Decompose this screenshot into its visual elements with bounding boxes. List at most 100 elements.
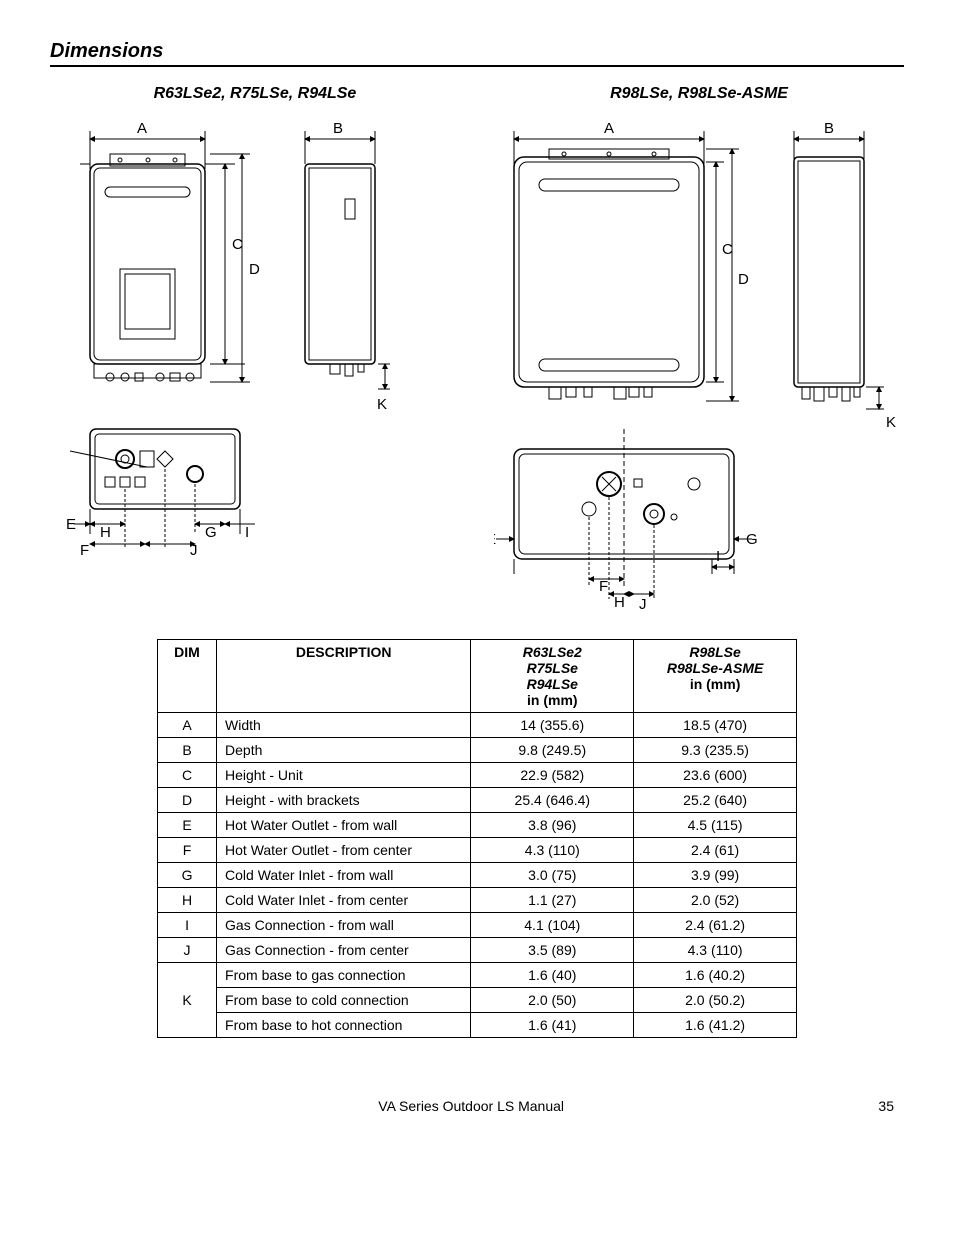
cell-desc: Width	[217, 713, 471, 738]
diagram-left: R63LSe2, R75LSe, R94LSe A	[50, 85, 460, 609]
cell-desc: Height - with brackets	[217, 788, 471, 813]
cell-v2: 23.6 (600)	[634, 763, 797, 788]
cell-v2: 2.0 (52)	[634, 888, 797, 913]
dim-label-A-r: A	[604, 120, 614, 137]
cell-v1: 22.9 (582)	[471, 763, 634, 788]
model-header-left: R63LSe2, R75LSe, R94LSe	[50, 85, 460, 103]
cell-v2: 25.2 (640)	[634, 788, 797, 813]
cell-v1: 4.1 (104)	[471, 913, 634, 938]
cell-v1: 1.6 (40)	[471, 963, 634, 988]
dim-label-F: F	[80, 542, 89, 559]
cell-v1: 1.6 (41)	[471, 1013, 634, 1038]
cell-dim: K	[158, 963, 217, 1038]
footer-page: 35	[878, 1098, 894, 1114]
table-row: IGas Connection - from wall4.1 (104)2.4 …	[158, 913, 797, 938]
cell-v2: 9.3 (235.5)	[634, 738, 797, 763]
cell-desc: Depth	[217, 738, 471, 763]
section-title: Dimensions	[50, 40, 904, 67]
table-row: EHot Water Outlet - from wall3.8 (96)4.5…	[158, 813, 797, 838]
cell-dim: D	[158, 788, 217, 813]
cell-v1: 4.3 (110)	[471, 838, 634, 863]
dim-label-E: E	[66, 516, 76, 533]
table-row: JGas Connection - from center3.5 (89)4.3…	[158, 938, 797, 963]
diagram-row: R63LSe2, R75LSe, R94LSe A	[50, 85, 904, 609]
cell-dim: C	[158, 763, 217, 788]
dim-label-H-r: H	[614, 594, 625, 609]
dim-label-C: C	[232, 236, 243, 253]
table-row: AWidth14 (355.6)18.5 (470)	[158, 713, 797, 738]
cell-desc: Gas Connection - from center	[217, 938, 471, 963]
model-header-right: R98LSe, R98LSe-ASME	[494, 85, 904, 103]
table-row: DHeight - with brackets25.4 (646.4)25.2 …	[158, 788, 797, 813]
table-row: HCold Water Inlet - from center1.1 (27)2…	[158, 888, 797, 913]
dim-label-J: J	[190, 542, 198, 559]
table-row: BDepth9.8 (249.5)9.3 (235.5)	[158, 738, 797, 763]
cell-v2: 2.0 (50.2)	[634, 988, 797, 1013]
diagram-right: R98LSe, R98LSe-ASME A	[494, 85, 904, 609]
cell-dim: A	[158, 713, 217, 738]
th-desc: DESCRIPTION	[217, 640, 471, 713]
cell-v1: 25.4 (646.4)	[471, 788, 634, 813]
cell-desc: Height - Unit	[217, 763, 471, 788]
dim-label-K-left: K	[377, 396, 387, 413]
diagram-left-svg: A	[50, 109, 450, 579]
cell-v2: 1.6 (40.2)	[634, 963, 797, 988]
dim-label-I-r: I	[716, 548, 720, 565]
cell-v2: 2.4 (61.2)	[634, 913, 797, 938]
th-col1: R63LSe2 R75LSe R94LSe in (mm)	[471, 640, 634, 713]
cell-v1: 3.8 (96)	[471, 813, 634, 838]
dim-label-G: G	[205, 524, 217, 541]
dim-label-D: D	[249, 261, 260, 278]
cell-dim: F	[158, 838, 217, 863]
dim-label-D-r: D	[738, 271, 749, 288]
table-row: GCold Water Inlet - from wall3.0 (75)3.9…	[158, 863, 797, 888]
dim-label-A: A	[137, 120, 147, 137]
dim-label-B-r: B	[824, 120, 834, 137]
cell-v2: 4.5 (115)	[634, 813, 797, 838]
cell-desc: From base to hot connection	[217, 1013, 471, 1038]
cell-dim: E	[158, 813, 217, 838]
cell-dim: H	[158, 888, 217, 913]
dim-label-B: B	[333, 120, 343, 137]
page-footer: . VA Series Outdoor LS Manual 35	[50, 1098, 904, 1114]
cell-dim: J	[158, 938, 217, 963]
cell-v1: 14 (355.6)	[471, 713, 634, 738]
cell-desc: From base to gas connection	[217, 963, 471, 988]
dim-label-E-r: E	[494, 531, 496, 548]
cell-v2: 1.6 (41.2)	[634, 1013, 797, 1038]
table-row: From base to hot connection1.6 (41)1.6 (…	[158, 1013, 797, 1038]
table-row: CHeight - Unit22.9 (582)23.6 (600)	[158, 763, 797, 788]
dim-label-H: H	[100, 524, 111, 541]
table-row: FHot Water Outlet - from center4.3 (110)…	[158, 838, 797, 863]
cell-v2: 3.9 (99)	[634, 863, 797, 888]
cell-dim: G	[158, 863, 217, 888]
dim-label-K-r: K	[886, 414, 896, 431]
dim-label-C-r: C	[722, 241, 733, 258]
th-dim: DIM	[158, 640, 217, 713]
footer-title: VA Series Outdoor LS Manual	[378, 1098, 564, 1114]
cell-v2: 4.3 (110)	[634, 938, 797, 963]
cell-v1: 1.1 (27)	[471, 888, 634, 913]
cell-desc: Hot Water Outlet - from center	[217, 838, 471, 863]
cell-dim: B	[158, 738, 217, 763]
diagram-right-svg: A C	[494, 109, 914, 609]
dimensions-table: DIM DESCRIPTION R63LSe2 R75LSe R94LSe in…	[157, 639, 797, 1038]
dim-label-I: I	[245, 524, 249, 541]
dim-label-F-r: F	[599, 578, 608, 595]
cell-v1: 2.0 (50)	[471, 988, 634, 1013]
cell-v1: 3.0 (75)	[471, 863, 634, 888]
cell-desc: Cold Water Inlet - from wall	[217, 863, 471, 888]
cell-desc: Hot Water Outlet - from wall	[217, 813, 471, 838]
table-row: KFrom base to gas connection1.6 (40)1.6 …	[158, 963, 797, 988]
cell-v1: 3.5 (89)	[471, 938, 634, 963]
cell-desc: Cold Water Inlet - from center	[217, 888, 471, 913]
cell-desc: Gas Connection - from wall	[217, 913, 471, 938]
cell-v1: 9.8 (249.5)	[471, 738, 634, 763]
th-col2: R98LSe R98LSe-ASME in (mm)	[634, 640, 797, 713]
dim-label-G-r: G	[746, 531, 758, 548]
cell-dim: I	[158, 913, 217, 938]
cell-desc: From base to cold connection	[217, 988, 471, 1013]
table-row: From base to cold connection2.0 (50)2.0 …	[158, 988, 797, 1013]
cell-v2: 18.5 (470)	[634, 713, 797, 738]
dim-label-J-r: J	[639, 596, 647, 609]
